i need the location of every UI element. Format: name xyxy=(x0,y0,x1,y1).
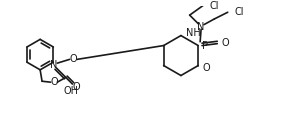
Text: Cl: Cl xyxy=(234,7,244,17)
Text: N: N xyxy=(197,22,205,32)
Text: O: O xyxy=(221,38,229,48)
Text: P: P xyxy=(202,41,208,51)
Text: OH: OH xyxy=(63,86,78,96)
Text: Cl: Cl xyxy=(210,1,219,11)
Text: NH: NH xyxy=(186,28,200,38)
Text: O: O xyxy=(72,82,80,92)
Text: N: N xyxy=(50,60,57,70)
Text: O: O xyxy=(203,63,211,73)
Text: O: O xyxy=(51,77,58,87)
Text: O: O xyxy=(70,54,77,64)
